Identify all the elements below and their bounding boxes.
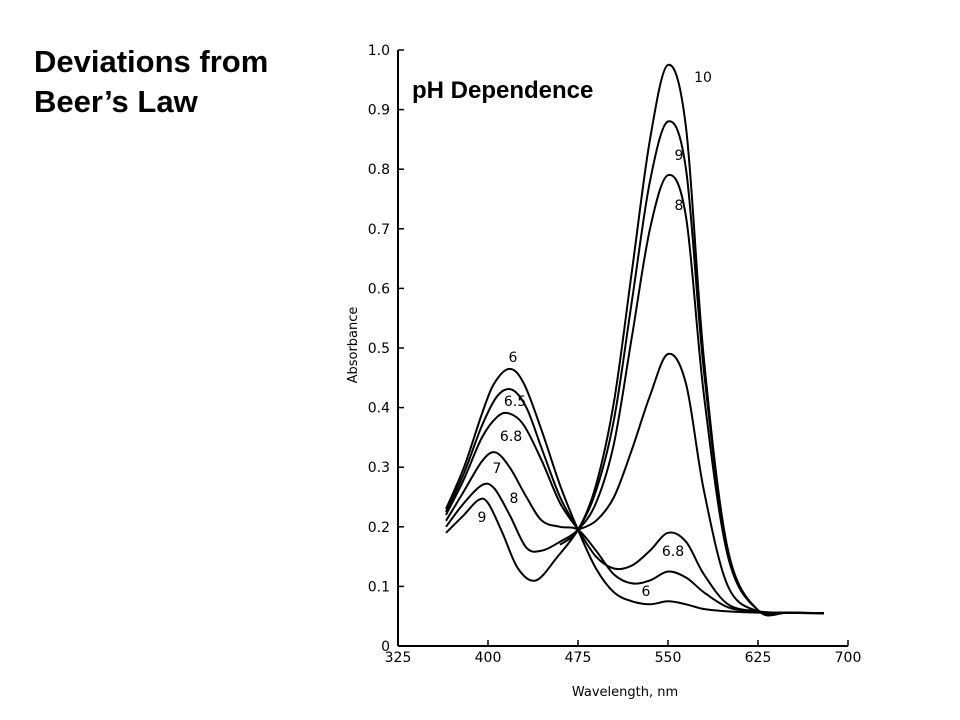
curve-label: 9 xyxy=(478,510,487,526)
y-tick-label: 0.5 xyxy=(368,341,390,357)
x-tick-label: 325 xyxy=(385,650,412,666)
curve-label: 6.5 xyxy=(504,394,526,410)
series-line-unlabeled xyxy=(577,352,825,615)
series-line-8 xyxy=(445,173,825,616)
y-tick-label: 1.0 xyxy=(368,43,390,59)
curve-label: 6.8 xyxy=(500,429,522,445)
y-axis-label: Absorbance xyxy=(346,307,361,384)
y-tick-label: 0.4 xyxy=(368,401,390,417)
series-line-9 xyxy=(445,120,825,617)
y-tick-label: 0.7 xyxy=(368,222,390,238)
x-tick-label: 700 xyxy=(835,650,862,666)
chart-title: pH Dependence xyxy=(412,77,593,104)
y-tick-label: 0.2 xyxy=(368,520,390,536)
y-tick-label: 0 xyxy=(381,639,390,655)
slide-title-line2: Beer’s Law xyxy=(34,84,198,119)
slide-title-line1: Deviations from xyxy=(34,44,269,79)
series-line-6.5 xyxy=(445,387,579,531)
curve-label: 6 xyxy=(642,584,651,600)
series-line-10 xyxy=(559,63,825,617)
series-line-7 xyxy=(445,451,825,615)
curve-label: 8 xyxy=(675,198,684,214)
x-tick-label: 550 xyxy=(655,650,682,666)
y-tick-label: 0.8 xyxy=(368,162,390,178)
chart-curves xyxy=(445,63,825,617)
curve-label: 10 xyxy=(694,70,712,86)
y-tick-label: 0.6 xyxy=(368,281,390,297)
curve-label: 9 xyxy=(675,148,684,164)
curve-label: 6 xyxy=(509,350,518,366)
x-tick-label: 400 xyxy=(475,650,502,666)
y-tick-label: 0.1 xyxy=(368,579,390,595)
y-tick-label: 0.3 xyxy=(368,460,390,476)
slide-title: Deviations from Beer’s Law xyxy=(34,42,268,122)
x-axis-label: Wavelength, nm xyxy=(572,685,678,700)
curve-label: 6.8 xyxy=(662,544,684,560)
chart-axes: 0 0.1 0.2 0.3 0.4 0.5 0.6 0.7 0.8 0.9 1.0 325 400 475… xyxy=(368,43,862,666)
x-tick-label: 475 xyxy=(565,650,592,666)
y-tick-label: 0.9 xyxy=(368,103,390,119)
series-line-6 xyxy=(445,367,825,615)
curve-label: 7 xyxy=(493,461,502,477)
curve-label: 8 xyxy=(510,491,519,507)
x-tick-label: 625 xyxy=(745,650,772,666)
